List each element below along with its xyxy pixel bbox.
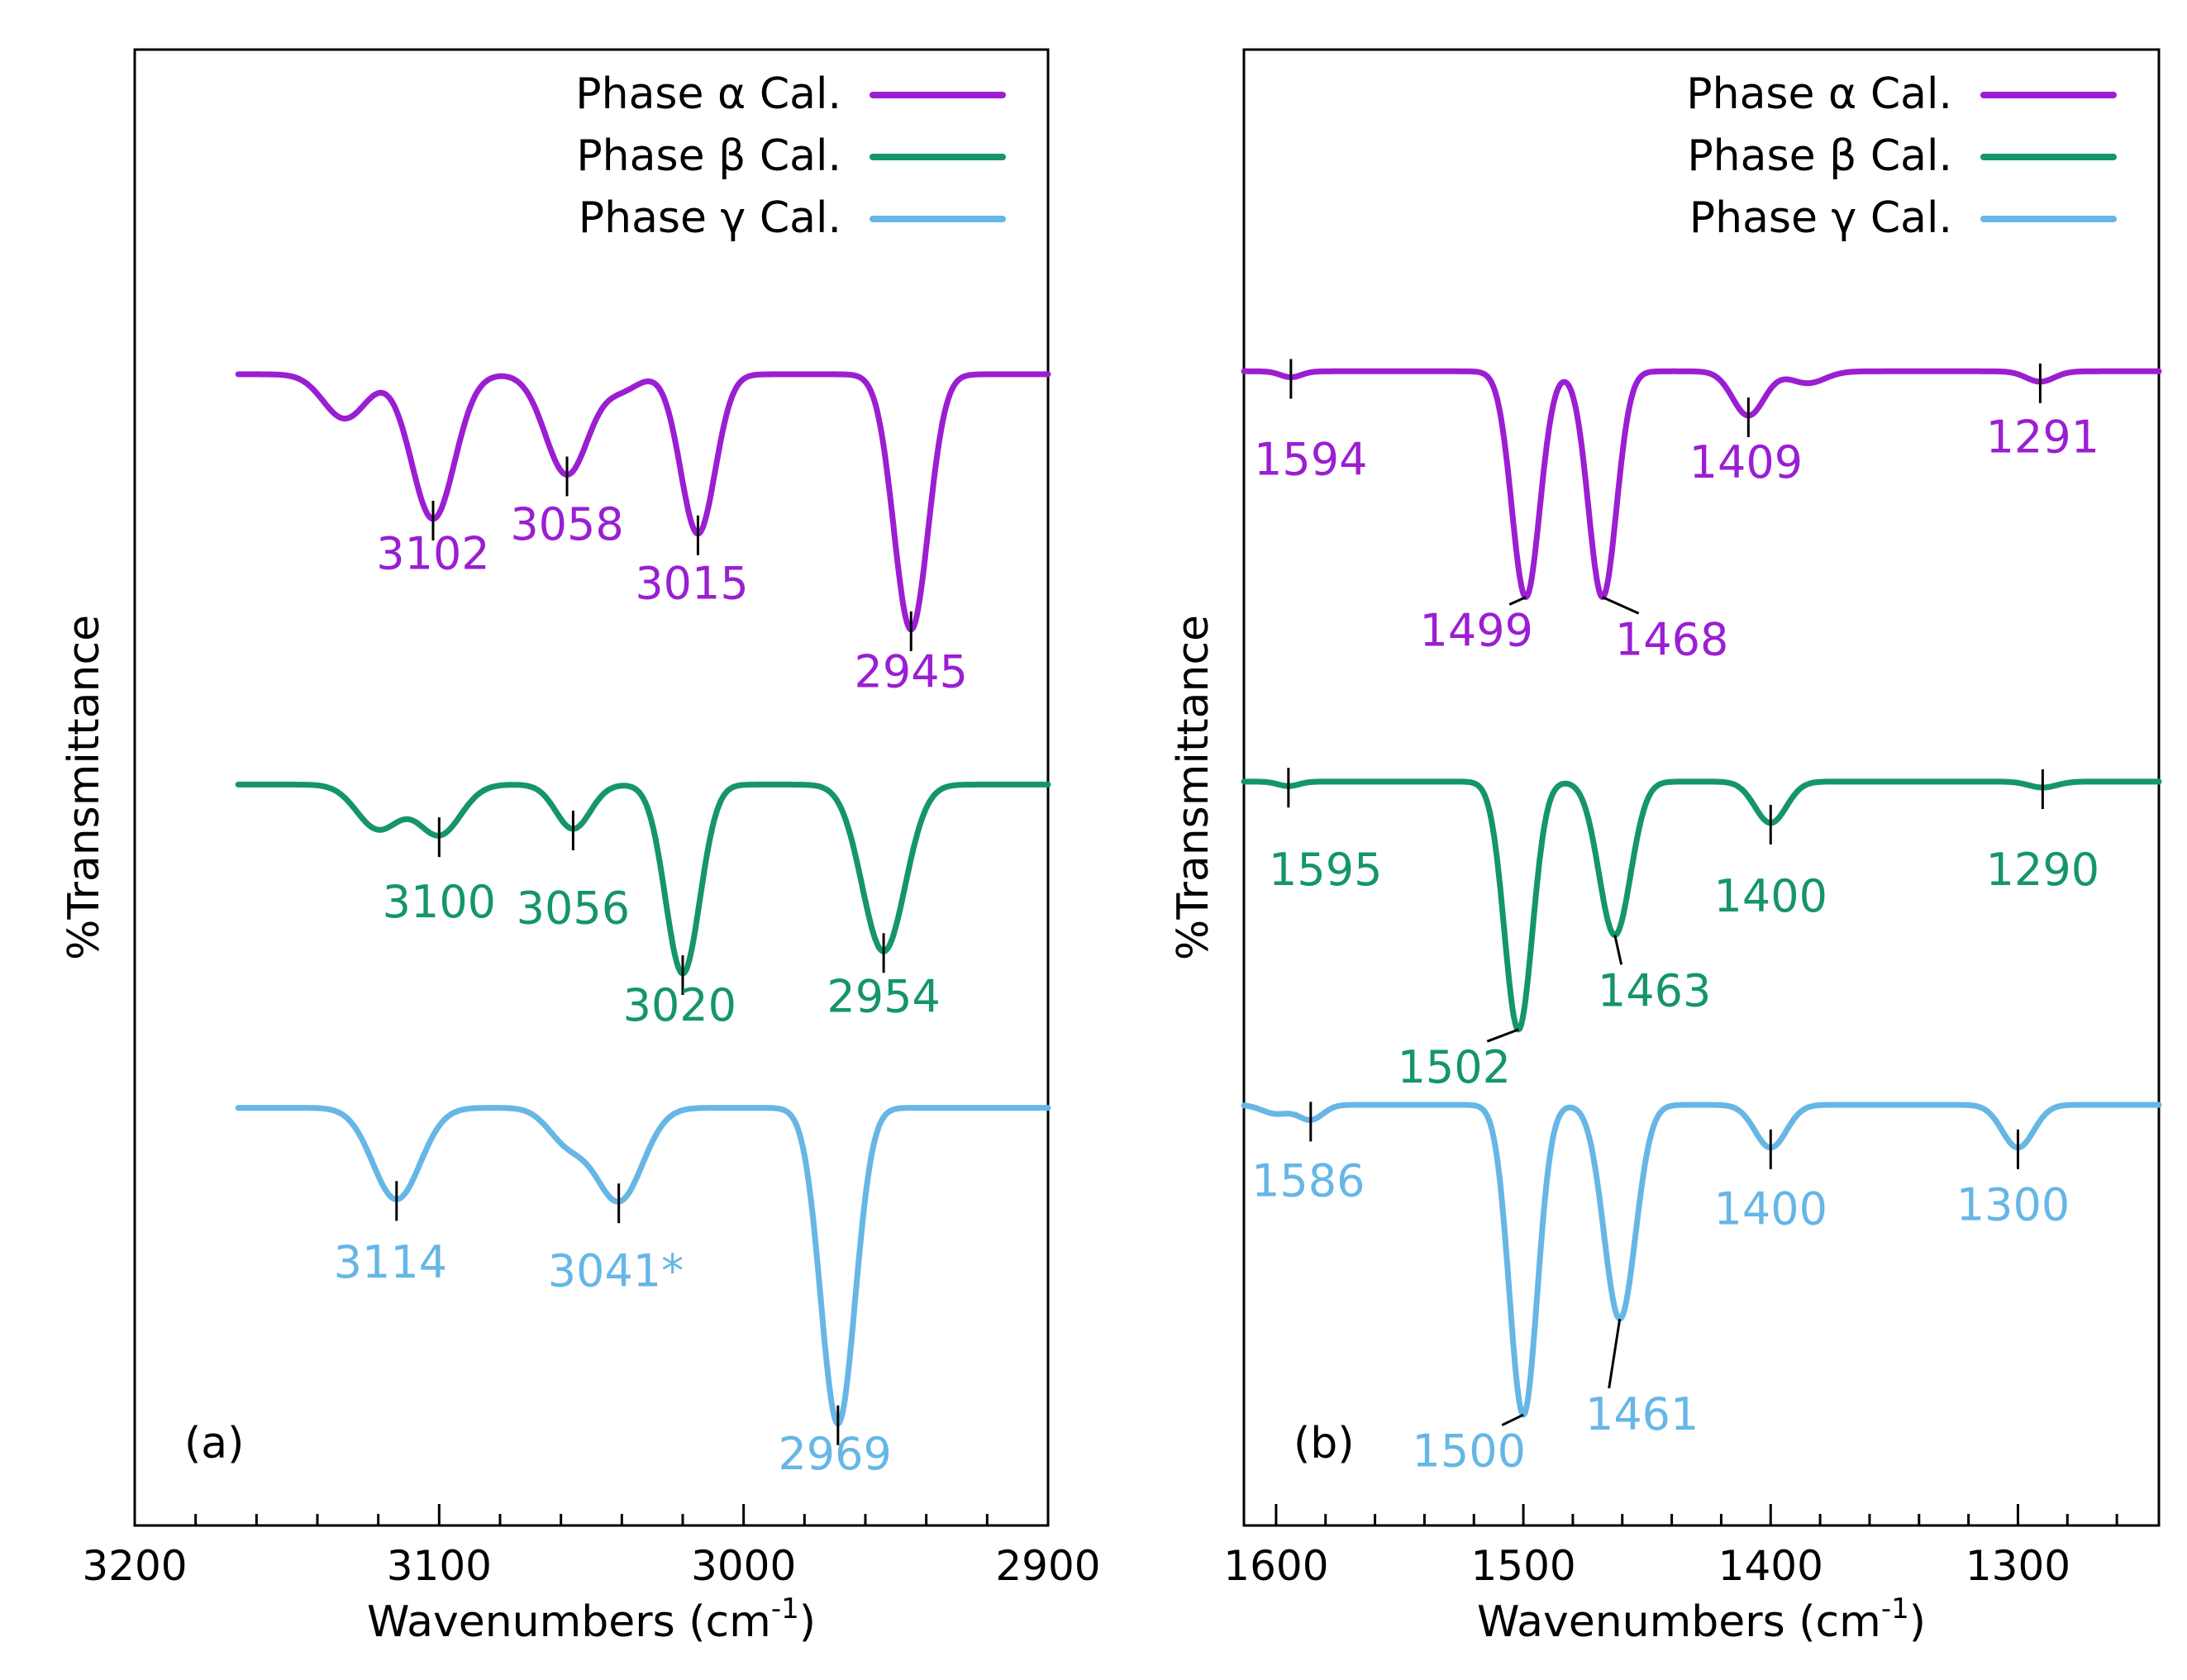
- peak-label: 1400: [1714, 870, 1827, 922]
- plot-frame: [1242, 48, 2161, 1527]
- panel-label: (a): [184, 1419, 244, 1468]
- panel-a: 3200 3100 3000 2900 Wavenumbers (cm-1) %Trans…: [60, 48, 1101, 1647]
- series-line: [235, 1105, 1051, 1427]
- peak-label: 3114: [334, 1236, 447, 1288]
- series-line: [1241, 1102, 2162, 1418]
- legend-label: Phase γ Cal.: [579, 193, 841, 243]
- peak-label: 3102: [376, 528, 489, 580]
- series-line: [235, 781, 1051, 977]
- peak-label: 1461: [1585, 1388, 1699, 1440]
- panel-b: 1600 1500 1400 1300 Wavenumbers (cm-1) %Trans…: [1169, 48, 2162, 1647]
- peak-label: 1291: [1986, 412, 2099, 464]
- peak-label: 1468: [1615, 613, 1728, 665]
- peak-leader-line: [1501, 1413, 1524, 1426]
- series-line: [1241, 778, 2162, 1033]
- peak-label: 3058: [510, 498, 623, 550]
- x-tick-label: 2900: [995, 1542, 1100, 1590]
- x-axis-label: Wavenumbers (cm-1): [367, 1592, 816, 1647]
- peak-label: 2969: [778, 1428, 891, 1480]
- peak-label: 2945: [855, 646, 968, 698]
- peak-label: 1499: [1420, 605, 1533, 657]
- legend-label: Phase γ Cal.: [1689, 193, 1952, 243]
- peak-label: 1400: [1714, 1183, 1827, 1235]
- x-tick-label: 3200: [82, 1542, 187, 1590]
- peak-label: 1586: [1251, 1155, 1365, 1207]
- x-tick-label: 3100: [387, 1542, 492, 1590]
- peak-label: 3100: [383, 876, 496, 928]
- x-tick-label: 3000: [691, 1542, 796, 1590]
- peak-label: 3041*: [548, 1245, 684, 1297]
- legend-label: Phase α Cal.: [575, 69, 841, 119]
- x-axis-label: Wavenumbers (cm-1): [1477, 1592, 1926, 1647]
- peak-leader-line: [1486, 1028, 1519, 1043]
- x-tick-label: 1500: [1470, 1542, 1575, 1590]
- peak-label: 1463: [1598, 964, 1711, 1016]
- peak-label: 3015: [635, 557, 748, 609]
- y-axis-label: %Transmittance: [1169, 615, 1218, 960]
- series-line: [235, 371, 1051, 633]
- peak-label: 1290: [1986, 844, 2099, 896]
- panel-label: (b): [1294, 1419, 1355, 1468]
- legend-label: Phase α Cal.: [1686, 69, 1952, 119]
- peak-leader-line: [1602, 596, 1640, 615]
- x-tick-label: 1400: [1718, 1542, 1823, 1590]
- peak-label: 1409: [1689, 436, 1803, 488]
- peak-label: 3056: [517, 882, 630, 934]
- peak-label: 3020: [623, 979, 736, 1031]
- x-tick-label: 1600: [1223, 1542, 1328, 1590]
- peak-label: 1595: [1269, 844, 1382, 896]
- y-axis-label: %Transmittance: [60, 615, 109, 960]
- legend-label: Phase β Cal.: [1687, 131, 1952, 181]
- series-line: [1241, 368, 2162, 600]
- peak-leader-line: [1608, 1318, 1622, 1389]
- peak-label: 1594: [1254, 433, 1367, 485]
- peak-label: 2954: [827, 970, 940, 1022]
- plot-frame: [133, 48, 1050, 1527]
- peak-label: 1300: [1956, 1178, 2070, 1230]
- legend-label: Phase β Cal.: [576, 131, 841, 181]
- peak-label: 1500: [1413, 1425, 1526, 1478]
- x-tick-label: 1300: [1965, 1542, 2070, 1590]
- peak-leader-line: [1613, 935, 1623, 965]
- peak-label: 1502: [1398, 1041, 1511, 1093]
- peak-leader-line: [1508, 596, 1527, 606]
